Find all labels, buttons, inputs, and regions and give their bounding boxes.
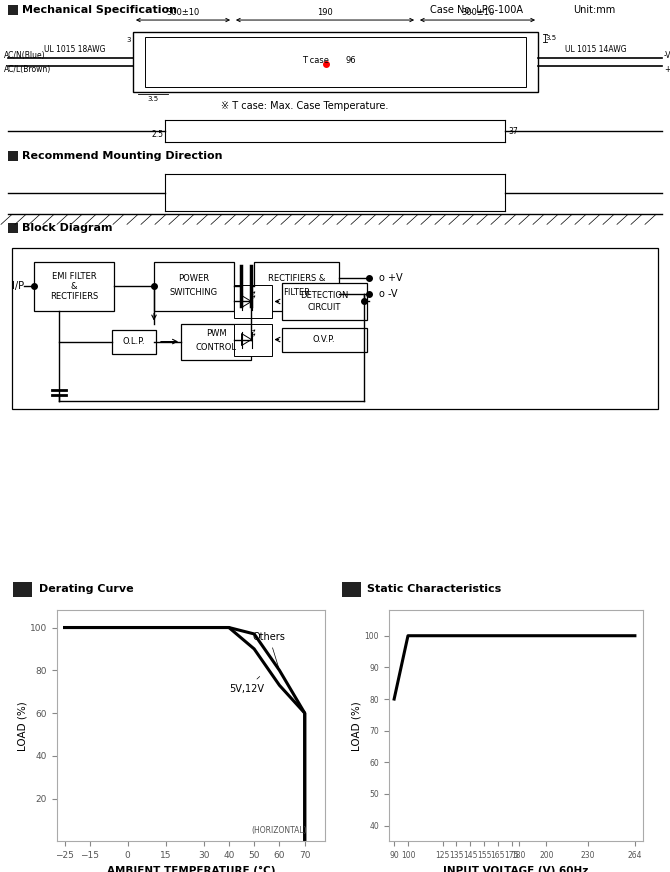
Text: Unit:mm: Unit:mm — [573, 5, 615, 15]
Text: AC/L(Brown): AC/L(Brown) — [4, 65, 51, 73]
Text: 190: 190 — [317, 8, 333, 17]
Text: RECTIFIERS: RECTIFIERS — [50, 292, 98, 301]
Bar — [8, 223, 18, 234]
Text: PWM: PWM — [206, 329, 226, 338]
Text: Others: Others — [253, 632, 286, 668]
Text: CONTROL: CONTROL — [196, 343, 237, 352]
Text: EMI FILTER: EMI FILTER — [52, 272, 96, 281]
Text: +V(Red): +V(Red) — [664, 65, 670, 73]
Text: &: & — [71, 282, 77, 291]
Text: 3.5: 3.5 — [545, 35, 556, 41]
Bar — [133, 32, 538, 92]
Bar — [13, 582, 32, 597]
Bar — [234, 285, 271, 317]
Text: 3: 3 — [127, 37, 131, 43]
Text: RECTIFIERS &: RECTIFIERS & — [268, 274, 325, 283]
Text: UL 1015 18AWG: UL 1015 18AWG — [44, 44, 106, 53]
Text: Mechanical Specification: Mechanical Specification — [22, 5, 177, 15]
Text: SWITCHING: SWITCHING — [170, 288, 218, 297]
Text: 96: 96 — [345, 56, 356, 65]
Text: -V(Black): -V(Black) — [664, 51, 670, 59]
Text: AC/N(Blue): AC/N(Blue) — [4, 51, 46, 59]
Text: POWER: POWER — [178, 274, 210, 283]
X-axis label: AMBIENT TEMPERATURE (°C): AMBIENT TEMPERATURE (°C) — [107, 866, 275, 872]
Bar — [145, 37, 526, 87]
Bar — [234, 324, 271, 356]
Text: 37: 37 — [508, 126, 518, 136]
Bar — [112, 330, 156, 353]
Y-axis label: LOAD (%): LOAD (%) — [17, 701, 27, 751]
Y-axis label: LOAD (%): LOAD (%) — [352, 701, 362, 751]
Text: 2.5: 2.5 — [151, 130, 163, 140]
Text: 300±10: 300±10 — [461, 8, 494, 17]
Text: O.L.P.: O.L.P. — [123, 337, 145, 346]
Bar — [342, 582, 360, 597]
Text: Static Characteristics: Static Characteristics — [367, 584, 501, 595]
Text: I/P: I/P — [12, 282, 24, 291]
Bar — [254, 262, 339, 310]
Text: T case: T case — [302, 56, 329, 65]
Text: ※ T case: Max. Case Temperature.: ※ T case: Max. Case Temperature. — [221, 101, 389, 111]
Text: FILTER: FILTER — [283, 288, 310, 297]
Text: DETECTION: DETECTION — [299, 291, 348, 300]
Text: (HORIZONTAL): (HORIZONTAL) — [252, 826, 308, 835]
Text: Recommend Mounting Direction: Recommend Mounting Direction — [22, 151, 222, 161]
Text: UL 1015 14AWG: UL 1015 14AWG — [565, 44, 627, 53]
Text: O.V.P.: O.V.P. — [313, 335, 335, 344]
Bar — [281, 283, 366, 319]
Bar — [12, 249, 658, 409]
Text: Case No. LPC-100A: Case No. LPC-100A — [430, 5, 523, 15]
Bar — [8, 5, 18, 15]
Text: 300±10: 300±10 — [166, 8, 200, 17]
Text: o -V: o -V — [379, 290, 397, 299]
Bar — [281, 328, 366, 351]
Text: Derating Curve: Derating Curve — [39, 584, 133, 595]
Text: o +V: o +V — [379, 274, 403, 283]
Bar — [34, 262, 114, 310]
X-axis label: INPUT VOLTAGE (V) 60Hz: INPUT VOLTAGE (V) 60Hz — [444, 866, 588, 872]
Text: Block Diagram: Block Diagram — [22, 223, 113, 234]
Bar — [181, 324, 251, 359]
Text: 5V,12V: 5V,12V — [229, 677, 264, 694]
Text: CIRCUIT: CIRCUIT — [308, 303, 340, 312]
Bar — [154, 262, 234, 310]
Text: 3.5: 3.5 — [147, 96, 159, 102]
Bar — [8, 151, 18, 161]
